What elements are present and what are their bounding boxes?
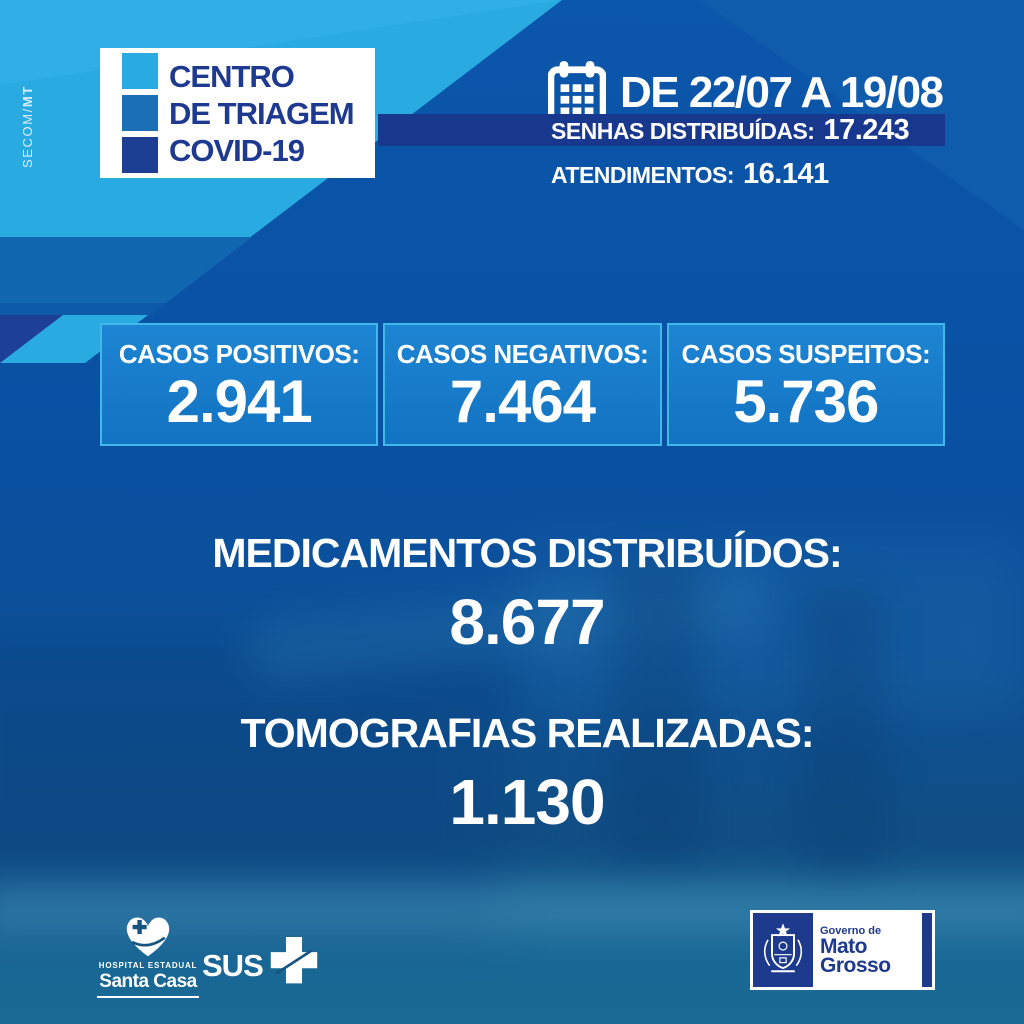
santa-casa-subtitle: HOSPITAL ESTADUAL — [98, 961, 198, 970]
senhas-label: SENHAS DISTRIBUÍDAS: — [551, 117, 815, 144]
logo-squares — [122, 53, 158, 173]
logo-square-navy — [122, 137, 158, 173]
governo-mato-grosso-logo: Governo de Mato Grosso — [750, 910, 935, 990]
atendimentos-value: 16.141 — [743, 158, 829, 190]
date-range-label: DE 22/07 A 19/08 — [620, 68, 944, 117]
mt-gov-text: Governo de Mato Grosso — [813, 913, 919, 987]
centro-triagem-logo-card: CENTRO DE TRIAGEM COVID-19 — [100, 48, 375, 178]
mato-label: Mato — [820, 935, 868, 958]
governo-de-label: Governo de — [820, 925, 882, 937]
stat-value: 5.736 — [733, 367, 879, 435]
stat-box-positivos: CASOS POSITIVOS: 2.941 — [100, 323, 379, 446]
tomografias-section: TOMOGRAFIAS REALIZADAS: 1.130 — [0, 710, 1024, 839]
stat-label: CASOS SUSPEITOS: — [681, 338, 931, 369]
secom-watermark: SECOM/MT — [20, 84, 35, 168]
stat-box-negativos: CASOS NEGATIVOS: 7.464 — [383, 323, 662, 446]
stat-value: 7.464 — [449, 367, 596, 435]
secom-suffix: MT — [20, 85, 35, 108]
tomografias-label: TOMOGRAFIAS REALIZADAS: — [240, 710, 814, 756]
santa-casa-logo: HOSPITAL ESTADUAL Santa Casa — [92, 912, 204, 998]
stat-label: CASOS NEGATIVOS: — [396, 338, 649, 369]
logo-square-blue — [122, 95, 158, 131]
sus-logo: SUS — [202, 930, 319, 994]
secom-prefix: SECOM/ — [20, 107, 35, 168]
stat-value: 2.941 — [166, 367, 313, 435]
logo-title: CENTRO DE TRIAGEM COVID-19 — [169, 58, 355, 169]
coat-of-arms-icon — [763, 923, 803, 973]
santa-casa-title: Santa Casa — [97, 971, 199, 998]
medicamentos-label: MEDICAMENTOS DISTRIBUÍDOS: — [212, 530, 842, 576]
medicamentos-value: 8.677 — [449, 586, 605, 658]
stat-label: CASOS POSITIVOS: — [118, 338, 360, 369]
mt-emblem-square — [753, 913, 813, 987]
stat-box-suspeitos: CASOS SUSPEITOS: 5.736 — [666, 323, 945, 446]
senhas-band: SENHAS DISTRIBUÍDAS: 17.243 — [378, 114, 945, 146]
atendimentos-row: ATENDIMENTOS: 16.141 — [551, 158, 829, 191]
logo-square-cyan — [122, 53, 158, 89]
cases-stats-row: CASOS POSITIVOS: 2.941 CASOS NEGATIVOS: … — [100, 323, 945, 446]
date-range-row: DE 22/07 A 19/08 — [548, 60, 944, 126]
logo-title-line1: CENTRO — [169, 58, 295, 94]
sus-label: SUS — [202, 948, 264, 983]
tomografias-value: 1.130 — [449, 766, 605, 838]
medicamentos-section: MEDICAMENTOS DISTRIBUÍDOS: 8.677 — [0, 530, 1024, 659]
grosso-label: Grosso — [820, 954, 891, 977]
logo-title-line3: COVID-19 — [169, 132, 305, 168]
mt-logo-bar — [922, 913, 932, 987]
logo-title-line2: DE TRIAGEM — [169, 95, 355, 131]
sus-cross-icon — [270, 937, 317, 984]
heart-cross-icon — [126, 917, 170, 957]
senhas-value: 17.243 — [823, 113, 910, 146]
atendimentos-label: ATENDIMENTOS: — [551, 162, 735, 188]
